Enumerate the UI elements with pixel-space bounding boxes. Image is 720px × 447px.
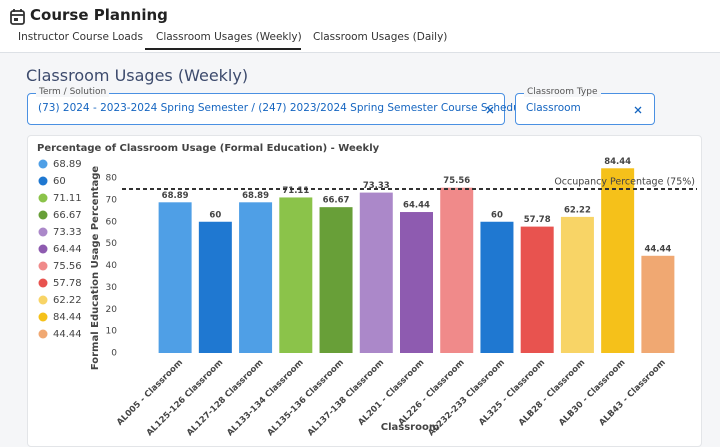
x-tick-label: AL137-138 Classroom xyxy=(306,358,387,439)
bar xyxy=(440,187,474,353)
value-label: 73.33 xyxy=(363,181,390,191)
legend-swatch xyxy=(38,176,48,186)
bar xyxy=(560,216,594,353)
legend-label: 62.22 xyxy=(53,295,82,306)
y-tick-label: 10 xyxy=(106,327,118,337)
tab[interactable]: Classroom Usages (Daily) xyxy=(313,31,448,43)
legend-swatch xyxy=(38,261,48,271)
x-tick-label: AL226 - Classroom xyxy=(397,358,467,428)
legend-swatch xyxy=(38,244,48,254)
value-label: 60 xyxy=(209,210,221,220)
field-label: Classroom Type xyxy=(524,87,601,97)
legend-swatch xyxy=(38,227,48,237)
bar xyxy=(601,168,635,353)
x-tick-label: AL325 - Classroom xyxy=(477,358,547,428)
value-label: 84.44 xyxy=(604,157,631,167)
chart-title: Percentage of Classroom Usage (Formal Ed… xyxy=(37,143,380,154)
x-tick-label: AL135-136 Classroom xyxy=(266,358,347,439)
y-tick-label: 20 xyxy=(106,305,118,315)
y-tick-label: 50 xyxy=(106,239,118,249)
bar xyxy=(359,192,393,353)
x-tick-label: AL127-128 Classroom xyxy=(185,358,266,439)
value-label: 71.11 xyxy=(282,186,309,196)
bar xyxy=(400,212,433,353)
field-value: (73) 2024 - 2023-2024 Spring Semester / … xyxy=(38,102,530,114)
x-tick-label: AL232-233 Classroom xyxy=(426,358,507,439)
bar xyxy=(279,197,313,353)
value-label: 62.22 xyxy=(564,205,591,215)
x-tick-label: ALB30 - Classroom xyxy=(557,358,627,428)
field-value: Classroom xyxy=(526,102,581,114)
legend-swatch xyxy=(38,210,48,220)
bar xyxy=(641,255,675,353)
x-tick-label: AL133-134 Classroom xyxy=(225,358,306,439)
x-tick-label: ALB28 - Classroom xyxy=(517,358,587,428)
y-tick-label: 70 xyxy=(106,195,118,205)
legend-swatch xyxy=(38,159,48,169)
x-tick-label: AL005 - Classroom xyxy=(115,358,185,428)
y-axis-title: Formal Education Usage Percentage xyxy=(90,166,101,371)
legend-swatch xyxy=(38,329,48,339)
value-label: 68.89 xyxy=(242,191,269,201)
bar xyxy=(319,207,353,353)
tab[interactable]: Instructor Course Loads xyxy=(18,31,143,43)
legend-label: 73.33 xyxy=(53,227,82,238)
legend-swatch xyxy=(38,278,48,288)
type-select[interactable]: Classroom Type Classroom xyxy=(515,87,655,125)
y-tick-label: 0 xyxy=(111,349,117,359)
bar xyxy=(198,221,232,353)
value-label: 64.44 xyxy=(403,201,430,211)
legend-label: 66.67 xyxy=(53,210,82,221)
x-tick-label: AL201 - Classroom xyxy=(356,358,426,428)
value-label: 66.67 xyxy=(323,196,350,206)
bar xyxy=(520,226,554,353)
header: Course Planning Instructor Course Loads … xyxy=(0,0,720,53)
legend-label: 71.11 xyxy=(53,193,82,204)
tab-indicator xyxy=(145,48,301,50)
y-tick-label: 40 xyxy=(106,261,118,271)
legend-label: 60 xyxy=(53,176,66,187)
legend-label: 57.78 xyxy=(53,278,82,289)
page-title: Course Planning xyxy=(30,6,168,24)
bar xyxy=(158,202,192,353)
value-label: 68.89 xyxy=(162,191,189,201)
bar xyxy=(480,221,514,353)
legend-swatch xyxy=(38,193,48,203)
legend-label: 64.44 xyxy=(53,244,82,255)
legend-label: 44.44 xyxy=(53,329,82,340)
x-axis-title: Classroom xyxy=(381,422,440,433)
tab-active[interactable]: Classroom Usages (Weekly) xyxy=(156,31,302,43)
field-label: Term / Solution xyxy=(36,87,110,97)
y-tick-label: 80 xyxy=(106,174,118,184)
bar xyxy=(239,202,273,353)
legend-label: 68.89 xyxy=(53,159,82,170)
reference-label: Occupancy Percentage (75%) xyxy=(554,176,695,187)
legend-swatch xyxy=(38,295,48,305)
calendar-icon xyxy=(10,9,25,25)
term-select[interactable]: Term / Solution (73) 2024 - 2023-2024 Sp… xyxy=(27,87,529,125)
clear-icon[interactable] xyxy=(633,105,643,115)
section-title: Classroom Usages (Weekly) xyxy=(26,66,249,85)
y-tick-label: 30 xyxy=(106,283,118,293)
value-label: 44.44 xyxy=(644,244,671,254)
legend-label: 84.44 xyxy=(53,312,82,323)
clear-icon[interactable] xyxy=(485,105,495,115)
value-label: 75.56 xyxy=(443,176,470,186)
x-tick-label: ALB43 - Classroom xyxy=(597,358,667,428)
y-tick-label: 60 xyxy=(106,217,118,227)
value-label: 60 xyxy=(491,210,503,220)
legend-swatch xyxy=(38,312,48,322)
legend-label: 75.56 xyxy=(53,261,82,272)
x-tick-label: AL125-126 Classroom xyxy=(145,358,226,439)
value-label: 57.78 xyxy=(524,215,551,225)
